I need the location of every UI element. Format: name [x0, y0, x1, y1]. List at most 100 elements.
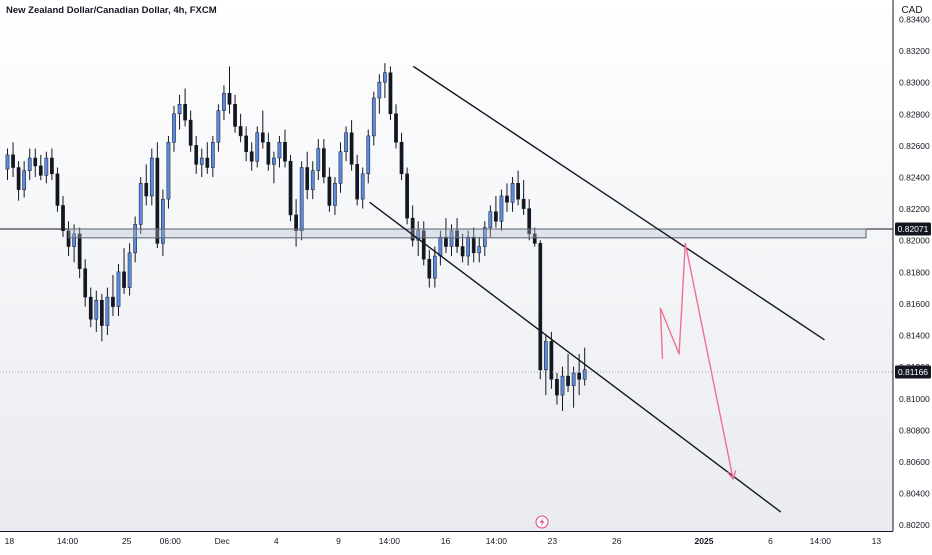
candle — [272, 151, 276, 184]
price-tick-label: 0.80800 — [899, 425, 930, 435]
candle — [222, 85, 226, 121]
price-tick-label: 0.82200 — [899, 204, 930, 214]
candle-body — [316, 148, 321, 171]
price-label-box — [895, 365, 931, 379]
candle-body — [444, 236, 448, 247]
candle — [466, 230, 470, 266]
candle — [355, 154, 359, 206]
candle-body — [72, 233, 76, 247]
candle-body — [172, 113, 176, 143]
candle — [532, 227, 537, 247]
time-tick-label: 4 — [274, 536, 279, 546]
candle-body — [527, 208, 532, 235]
candle — [72, 224, 76, 263]
candle-body — [333, 183, 337, 206]
candle — [299, 161, 304, 241]
candle — [233, 94, 237, 133]
candle-body — [22, 170, 26, 190]
candle — [310, 161, 315, 200]
candle — [377, 74, 382, 114]
candle-body — [571, 372, 576, 386]
candle — [249, 142, 254, 171]
candle — [77, 227, 82, 279]
candle-body — [394, 113, 398, 143]
candle — [144, 164, 149, 206]
candle-body — [582, 369, 587, 380]
time-tick-label: 13 — [872, 536, 882, 546]
candle — [505, 183, 509, 212]
projection-arrow-head — [726, 470, 737, 481]
projection-path[interactable] — [659, 242, 734, 479]
candle — [582, 347, 587, 386]
candle — [238, 113, 243, 143]
candle-body — [116, 271, 121, 307]
candle-body — [133, 224, 138, 254]
candle — [521, 180, 526, 215]
candle-body — [294, 214, 298, 231]
time-tick-label: 6 — [768, 536, 773, 546]
time-tick-label: 9 — [336, 536, 341, 546]
candle-body — [405, 173, 409, 219]
candle — [527, 199, 532, 241]
candle — [277, 135, 282, 168]
candle-body — [50, 157, 54, 175]
candle-body — [16, 167, 21, 190]
candle — [305, 151, 310, 200]
candle-body — [122, 271, 126, 288]
candle-body — [83, 268, 88, 298]
candle — [83, 259, 88, 307]
candle — [516, 170, 520, 206]
candle — [205, 142, 210, 174]
lightning-icon[interactable] — [535, 515, 549, 529]
candle-body — [5, 154, 10, 170]
candle — [177, 94, 182, 130]
candle — [294, 199, 298, 247]
candle-body — [222, 92, 226, 111]
chart-background — [0, 0, 893, 531]
candle-body — [482, 227, 487, 247]
candle — [38, 154, 43, 181]
price-tick-label: 0.82600 — [899, 141, 930, 151]
currency-label: CAD — [901, 5, 923, 16]
candle-body — [360, 173, 365, 200]
candle-body — [177, 104, 182, 115]
channel-lower-line[interactable] — [369, 201, 782, 513]
candle-body — [449, 230, 454, 247]
candle-body — [510, 183, 515, 203]
candle-body — [299, 167, 304, 231]
candle-body — [227, 92, 232, 105]
candle-body — [466, 236, 470, 257]
candle — [94, 290, 99, 332]
candle — [394, 104, 398, 149]
candle — [172, 105, 176, 152]
candle — [338, 142, 343, 193]
time-axis-ticks: 18 14:00 25 06:00 Dec 4 9 14:00 16 14:00 23 26 2025 6… — [5, 536, 882, 546]
candle-body — [11, 154, 15, 168]
candle — [383, 63, 387, 98]
channel-upper-line[interactable] — [412, 65, 825, 341]
price-label-current: 0.81166 — [895, 365, 931, 379]
candle-body — [244, 135, 249, 152]
candle — [105, 287, 110, 336]
candle-body — [33, 157, 38, 167]
time-tick-label: 14:00 — [57, 536, 79, 546]
candle — [366, 129, 371, 184]
candle-body — [322, 148, 326, 178]
price-tick-label: 0.80200 — [899, 520, 930, 530]
candle-body — [355, 164, 359, 200]
candle — [100, 293, 104, 342]
candle-body — [399, 141, 404, 175]
candle — [371, 91, 376, 146]
candle — [183, 88, 187, 127]
candle-body — [555, 379, 559, 396]
candle-body — [277, 141, 282, 159]
time-axis-background — [0, 531, 932, 550]
candle — [116, 263, 121, 317]
candle-body — [44, 157, 49, 176]
candle-body — [199, 157, 204, 165]
candle — [255, 126, 260, 168]
candle-body — [538, 243, 543, 371]
support-zone-rectangle[interactable] — [68, 228, 867, 239]
